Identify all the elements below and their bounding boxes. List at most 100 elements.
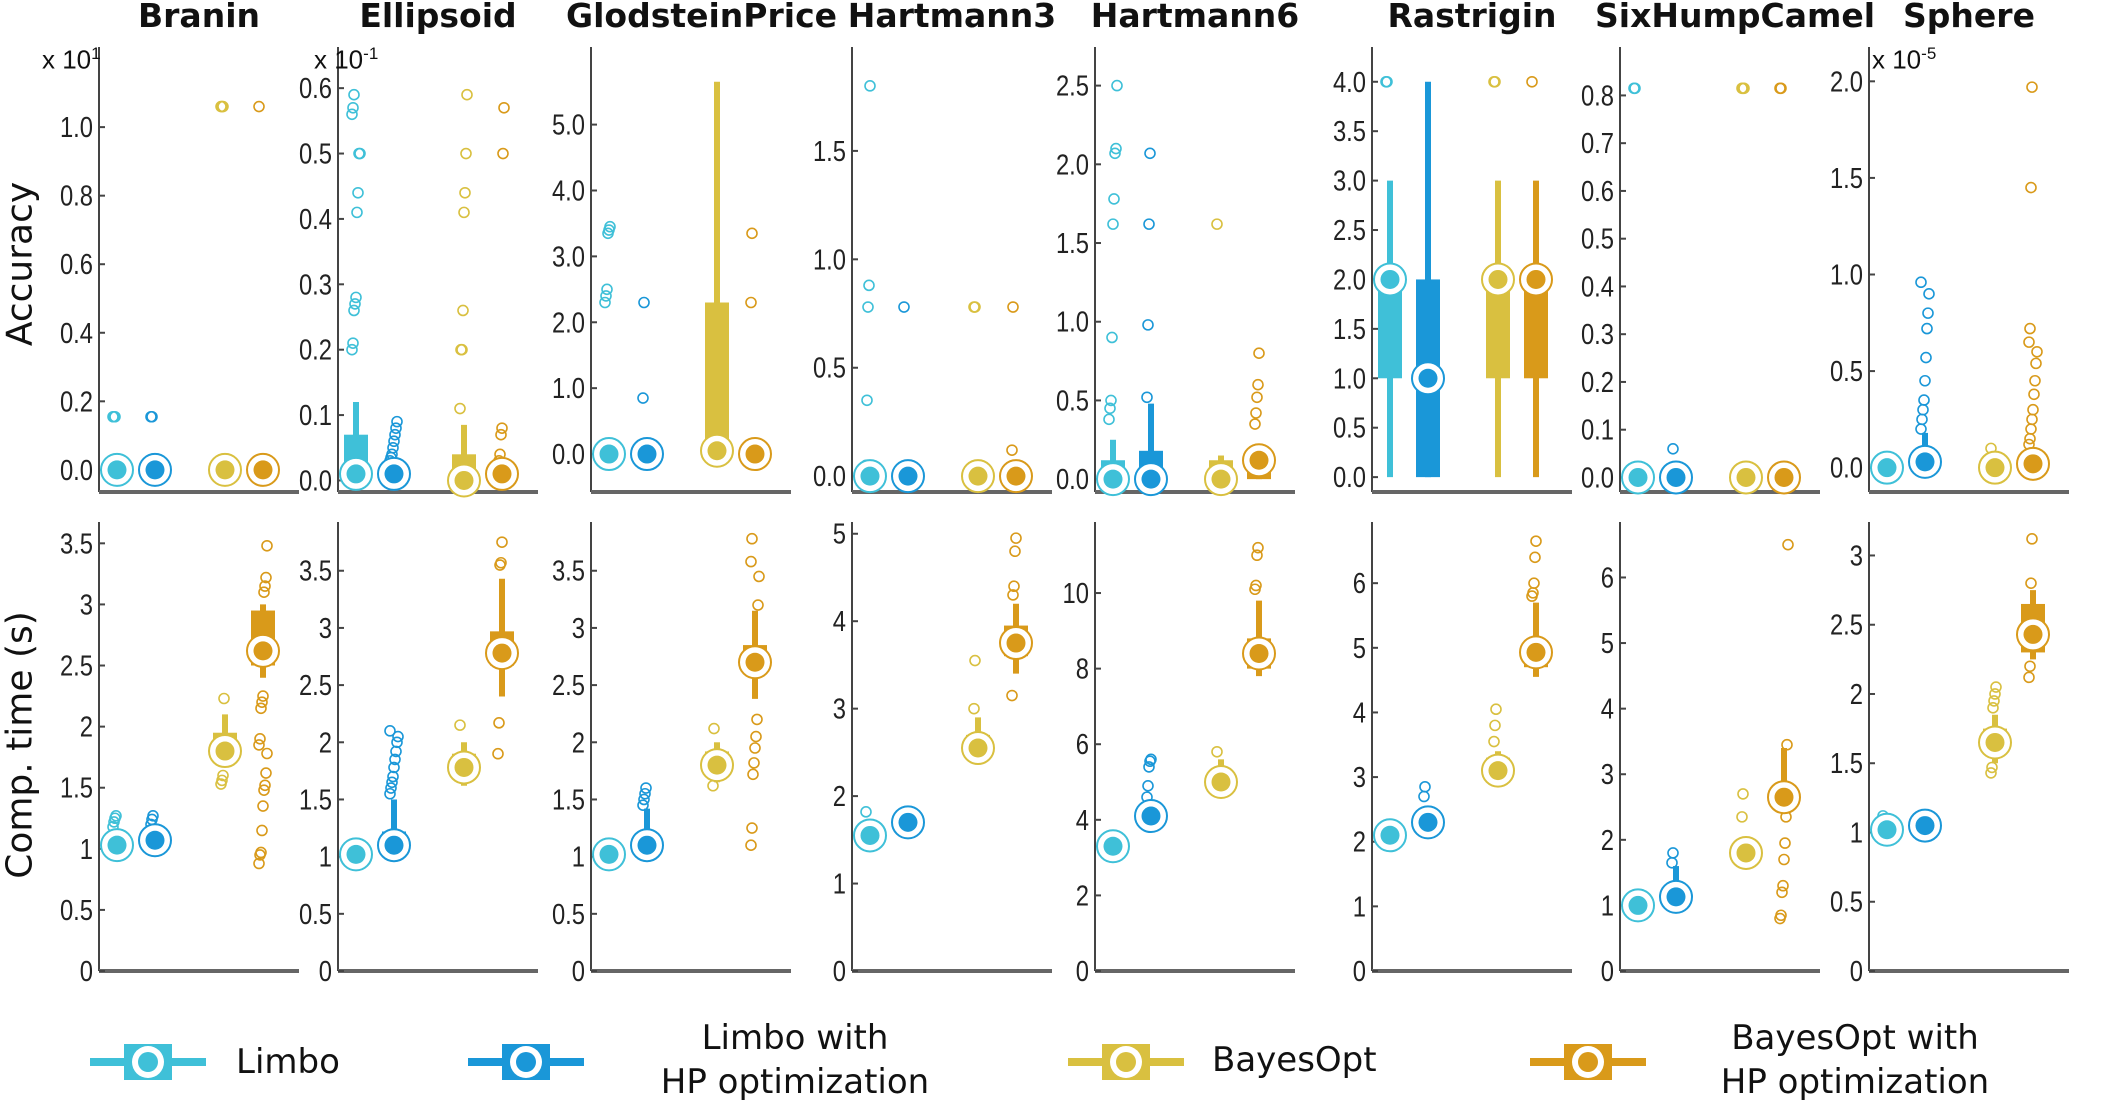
y-tick-label: 0: [1601, 955, 1614, 988]
outlier-point: [1249, 418, 1261, 430]
y-tick-label: 3.5: [1333, 115, 1366, 148]
outlier-point: [351, 206, 363, 219]
outlier-point: [1738, 82, 1750, 95]
outlier-point: [147, 810, 159, 822]
series-2: [1978, 442, 2012, 485]
outlier-point: [1250, 579, 1262, 592]
series-0: [1621, 82, 1655, 495]
outlier-point: [1105, 394, 1117, 407]
median-point: [492, 464, 512, 484]
series-1: [377, 415, 411, 491]
series-2: [1729, 82, 1763, 495]
median-point: [707, 441, 727, 461]
y-tick-label: 2.5: [1056, 69, 1089, 102]
y-tick-label: 3: [80, 588, 93, 621]
outlier-point: [1776, 886, 1788, 899]
median-point: [1141, 469, 1161, 489]
outlier-point: [253, 857, 265, 870]
y-tick-label: 0.0: [60, 454, 93, 487]
outlier-point: [1915, 276, 1927, 289]
median-point: [637, 444, 657, 464]
series-0: [592, 837, 626, 872]
y-tick-label: 0.2: [299, 333, 332, 366]
median-point: [968, 466, 988, 486]
outlier-point: [253, 100, 265, 113]
outlier-point: [1736, 811, 1748, 823]
y-tick-label: 2.5: [1830, 608, 1863, 641]
outlier-point: [1010, 532, 1022, 544]
outlier-point: [2026, 413, 2038, 426]
y-tick-label: 4.0: [552, 174, 585, 207]
y-tick-label: 0: [80, 955, 93, 988]
outlier-point: [459, 186, 471, 199]
outlier-point: [1143, 761, 1155, 773]
outlier-point: [1252, 541, 1264, 554]
series-0: [853, 80, 887, 494]
outlier-point: [257, 800, 269, 812]
outlier-point: [1777, 879, 1789, 892]
y-tick-label: 0.6: [1581, 175, 1614, 208]
y-tick-label: 3.5: [552, 554, 585, 587]
outlier-point: [1108, 193, 1120, 205]
series-1: [138, 410, 172, 487]
series-1: [1134, 753, 1168, 834]
median-point: [1526, 642, 1546, 662]
outlier-point: [352, 186, 364, 199]
median-point: [253, 641, 273, 661]
outlier-point: [1915, 423, 1927, 435]
y-tick-label: 3: [833, 692, 846, 725]
panel-ellipsoid-time: 0 0.5 1 1.5 2 2.5 3 3.5: [299, 522, 538, 988]
outlier-point: [1211, 745, 1223, 758]
y-tick-label: 1: [833, 867, 846, 900]
panel-title: Rastrigin: [1387, 0, 1557, 35]
outlier-point: [1006, 689, 1018, 702]
outlier-point: [1110, 142, 1122, 155]
legend-line: Limbo: [236, 1042, 340, 1082]
outlier-point: [1923, 288, 1935, 300]
y-tick-label: 2.0: [552, 306, 585, 339]
outlier-point: [110, 810, 122, 822]
outlier-point: [1106, 331, 1118, 344]
series-2: [1729, 788, 1763, 870]
y-tick-label: 4: [1353, 696, 1366, 729]
outlier-point: [860, 806, 872, 818]
outlier-point: [349, 298, 361, 310]
median-point: [346, 844, 366, 864]
y-tick-label: 1.5: [552, 783, 585, 816]
outlier-point: [460, 147, 472, 160]
median-point: [1526, 269, 1546, 289]
outlier-point: [1775, 909, 1787, 922]
outlier-point: [1142, 779, 1154, 792]
outlier-point: [1418, 790, 1430, 803]
outlier-point: [861, 394, 873, 407]
y-tick-label: 0.5: [299, 898, 332, 931]
median-point: [1103, 836, 1123, 856]
series-0: [100, 810, 134, 863]
median-point: [1666, 467, 1686, 487]
outlier-point: [347, 101, 359, 114]
median-point: [253, 460, 273, 480]
outlier-point: [1916, 413, 1928, 426]
y-tick-label: 5.0: [552, 108, 585, 141]
median-point: [1141, 806, 1161, 826]
outlier-point: [2024, 660, 2036, 673]
y-tick-label: 1.5: [1056, 227, 1089, 260]
series-2: [208, 692, 242, 790]
outlier-point: [749, 742, 761, 754]
y-tick-label: 2.5: [60, 649, 93, 682]
median-point: [454, 470, 474, 490]
outlier-point: [1781, 738, 1793, 751]
outlier-point: [1989, 688, 2001, 700]
outlier-point: [495, 428, 507, 441]
median-point: [1006, 466, 1026, 486]
panel-branin-time: 0 0.5 1 1.5 2 2.5 3 3.5: [60, 522, 299, 988]
outlier-point: [498, 101, 510, 114]
outlier-point: [256, 824, 268, 837]
series-3: [738, 532, 772, 852]
median-point: [1249, 450, 1269, 470]
y-tick-label: 2: [80, 710, 93, 743]
multiplier-exp: 1: [91, 44, 101, 63]
outlier-point: [392, 730, 404, 743]
y-tick-label: 1: [1601, 889, 1614, 922]
median-point: [1774, 467, 1794, 487]
